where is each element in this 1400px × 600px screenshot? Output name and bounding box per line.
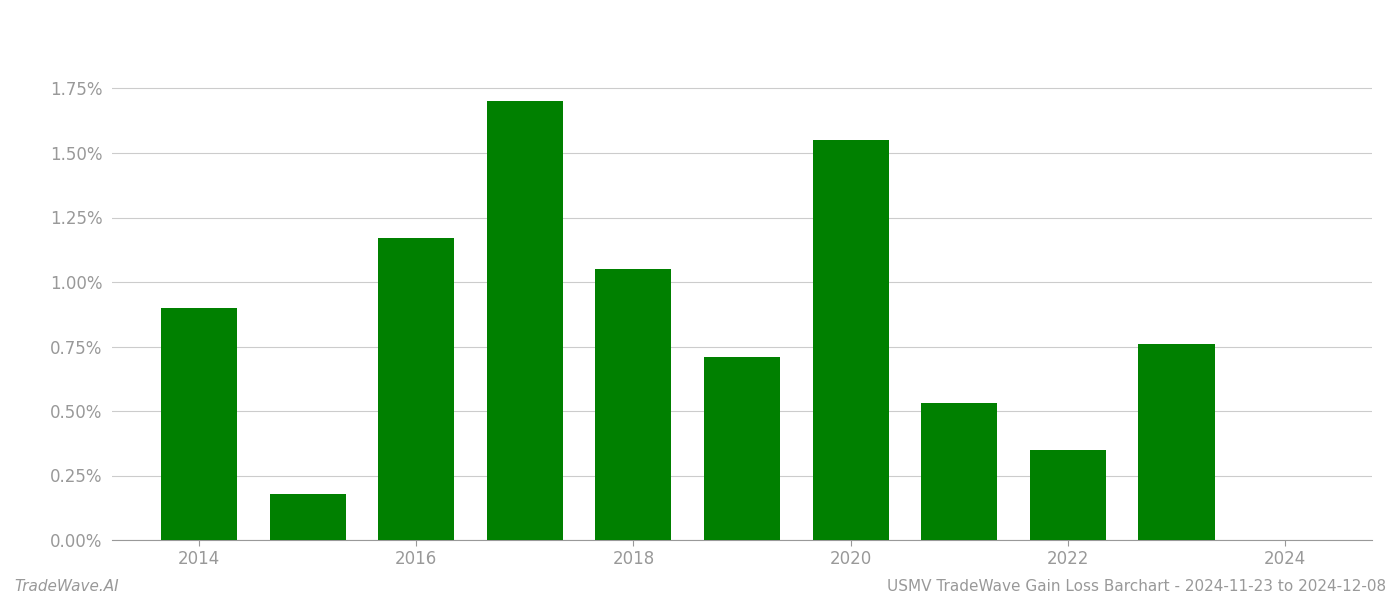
Bar [378, 238, 454, 540]
Bar [487, 101, 563, 540]
Text: USMV TradeWave Gain Loss Barchart - 2024-11-23 to 2024-12-08: USMV TradeWave Gain Loss Barchart - 2024… [886, 579, 1386, 594]
Bar [1030, 450, 1106, 540]
Bar [704, 357, 780, 540]
Bar [812, 140, 889, 540]
Text: TradeWave.AI: TradeWave.AI [14, 579, 119, 594]
Bar [270, 494, 346, 540]
Bar [921, 403, 997, 540]
Bar [595, 269, 672, 540]
Bar [1138, 344, 1215, 540]
Bar [161, 308, 237, 540]
